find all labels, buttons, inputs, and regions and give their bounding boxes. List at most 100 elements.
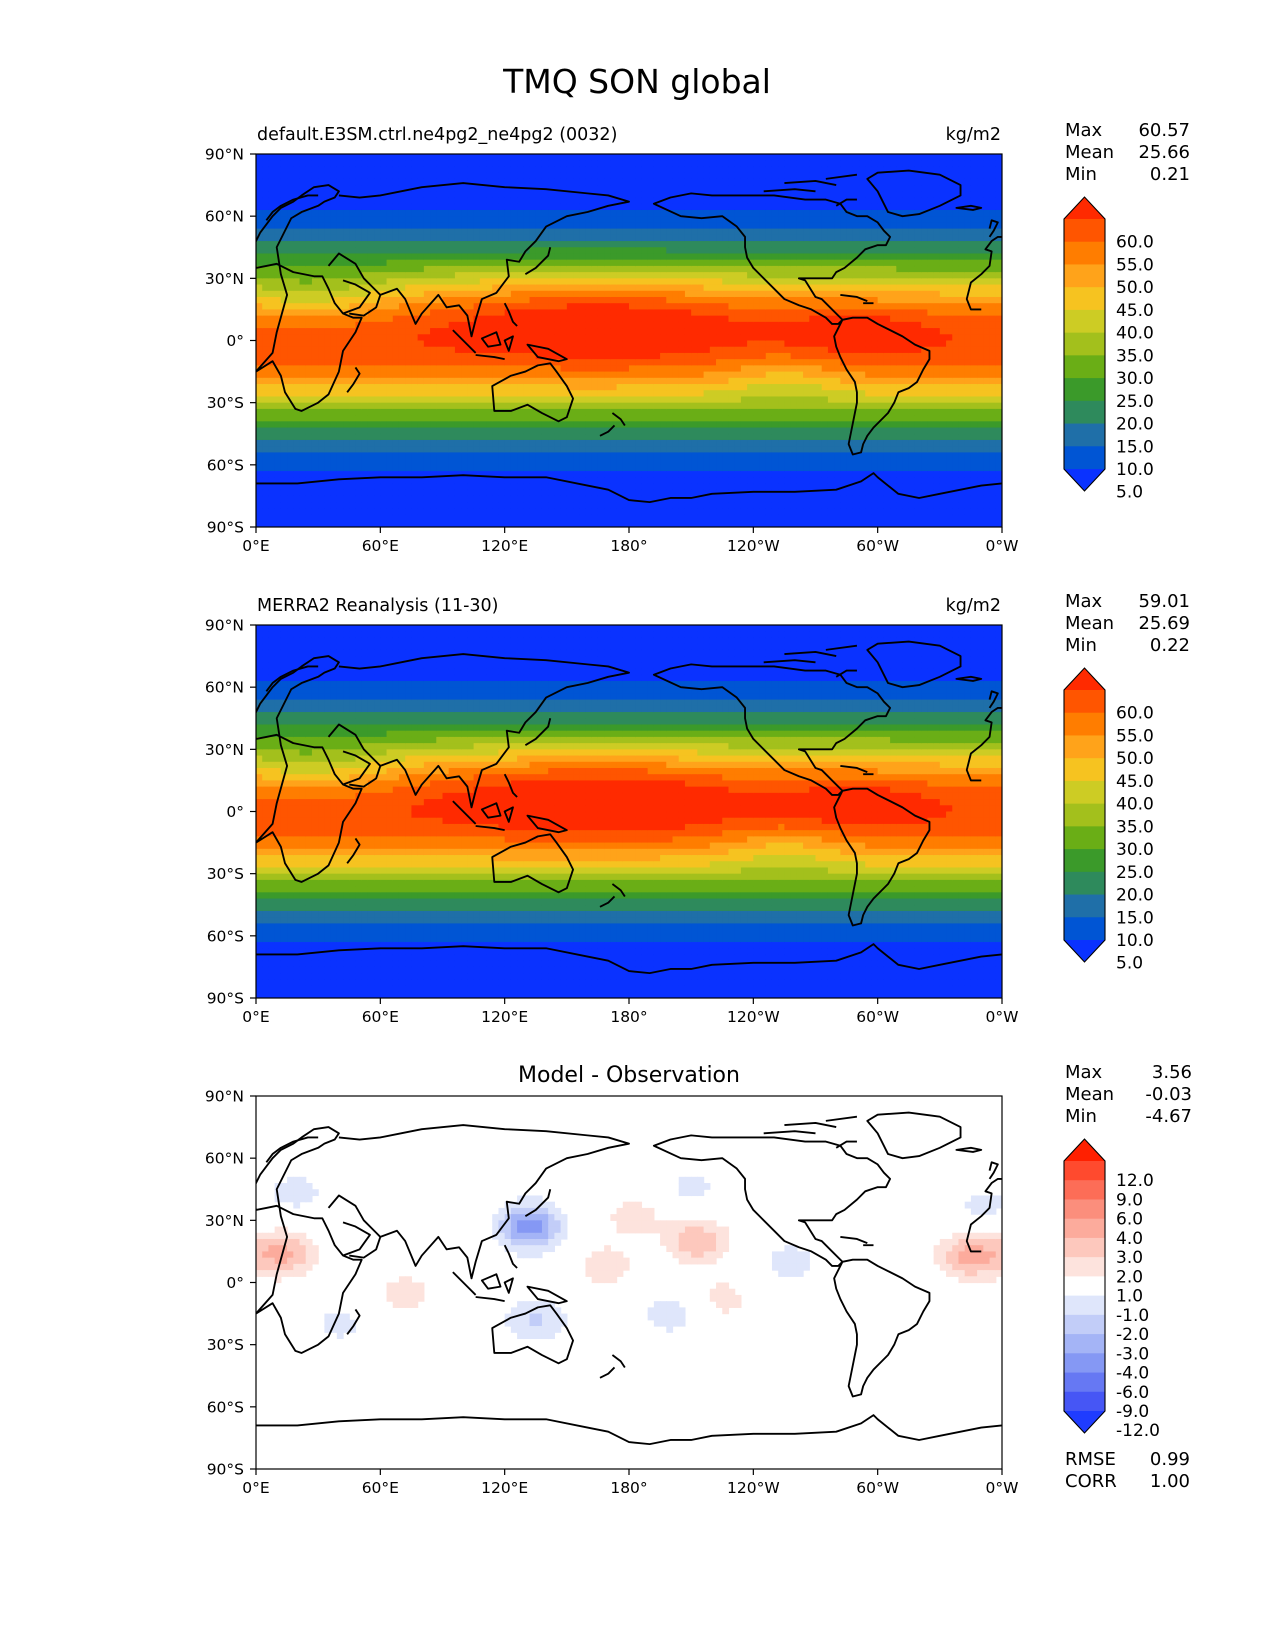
contour-cell — [293, 172, 301, 180]
contour-cell — [604, 495, 611, 503]
contour-cell — [274, 433, 282, 441]
contour-cell — [604, 371, 611, 379]
contour-cell — [467, 303, 475, 311]
contour-cell — [759, 241, 767, 248]
contour-cell — [498, 408, 506, 416]
contour-cell — [492, 222, 500, 230]
contour-cell — [678, 154, 686, 161]
contour-cell — [367, 415, 375, 422]
contour-cell — [330, 464, 338, 472]
contour-cell — [430, 402, 437, 410]
contour-cell — [647, 191, 655, 199]
contour-cell — [728, 278, 736, 286]
contour-cell — [691, 178, 698, 186]
contour-cell — [274, 272, 282, 279]
contour-cell — [405, 352, 413, 360]
contour-cell — [734, 259, 742, 267]
contour-cell — [573, 303, 580, 311]
contour-cell — [616, 216, 624, 223]
contour-cell — [448, 365, 456, 373]
contour-cell — [641, 284, 649, 292]
contour-cell — [535, 390, 543, 398]
contour-cell — [256, 458, 263, 466]
contour-cell — [262, 265, 270, 273]
contour-cell — [287, 334, 294, 342]
contour-cell — [548, 247, 555, 255]
contour-cell — [635, 290, 643, 298]
contour-cell — [753, 265, 761, 273]
contour-cell — [579, 303, 587, 311]
contour-cell — [417, 185, 425, 192]
contour-cell — [678, 421, 686, 429]
contour-cell — [573, 222, 580, 230]
contour-cell — [268, 228, 276, 236]
contour-cell — [604, 421, 611, 429]
contour-cell — [448, 471, 456, 478]
contour-cell — [610, 483, 618, 491]
contour-cell — [504, 315, 512, 323]
contour-cell — [765, 359, 773, 366]
contour-cell — [510, 191, 518, 199]
contour-cell — [411, 483, 419, 491]
contour-cell — [610, 278, 618, 286]
contour-cell — [386, 328, 394, 335]
contour-cell — [660, 371, 667, 379]
contour-cell — [629, 427, 636, 435]
contour-cell — [517, 520, 524, 527]
contour-cell — [454, 415, 462, 422]
contour-cell — [548, 154, 555, 161]
contour-cell — [529, 359, 537, 366]
contour-cell — [765, 328, 773, 335]
contour-cell — [504, 421, 512, 429]
contour-cell — [436, 222, 444, 230]
contour-cell — [591, 222, 599, 230]
contour-cell — [566, 520, 574, 527]
contour-cell — [398, 402, 406, 410]
contour-cell — [436, 278, 444, 286]
contour-cell — [336, 222, 344, 230]
contour-cell — [504, 514, 512, 522]
contour-cell — [591, 278, 599, 286]
contour-cell — [268, 253, 276, 261]
contour-cell — [604, 216, 611, 223]
contour-cell — [392, 309, 400, 317]
contour-cell — [318, 247, 325, 255]
contour-cell — [262, 421, 270, 429]
contour-cell — [299, 272, 307, 279]
contour-cell — [653, 272, 661, 279]
contour-cell — [318, 265, 325, 273]
contour-cell — [616, 278, 624, 286]
contour-cell — [529, 222, 537, 230]
contour-cell — [579, 191, 587, 199]
contour-cell — [678, 203, 686, 211]
contour-cell — [486, 284, 493, 292]
contour-cell — [386, 439, 394, 447]
contour-cell — [728, 520, 736, 527]
contour-cell — [728, 483, 736, 491]
contour-cell — [597, 483, 605, 491]
contour-cell — [610, 172, 618, 180]
contour-cell — [635, 222, 643, 230]
contour-cell — [560, 514, 568, 522]
contour-cell — [380, 203, 388, 211]
contour-cell — [461, 346, 468, 354]
contour-cell — [486, 334, 493, 342]
contour-cell — [697, 247, 705, 255]
contour-cell — [535, 396, 543, 404]
contour-cell — [604, 197, 611, 205]
contour-cell — [280, 427, 288, 435]
contour-cell — [548, 259, 555, 267]
contour-cell — [759, 446, 767, 453]
contour-cell — [305, 520, 313, 527]
contour-cell — [305, 321, 313, 329]
contour-cell — [591, 321, 599, 329]
contour-cell — [436, 265, 444, 273]
contour-cell — [635, 185, 643, 192]
contour-cell — [336, 253, 344, 261]
contour-cell — [753, 234, 761, 242]
contour-cell — [479, 296, 487, 304]
contour-cell — [299, 489, 307, 497]
contour-cell — [728, 415, 736, 422]
contour-cell — [405, 315, 413, 323]
contour-cell — [585, 222, 593, 230]
